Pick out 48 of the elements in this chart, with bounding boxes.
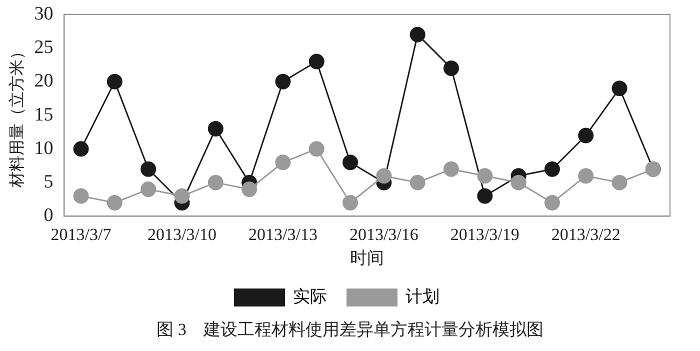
x-tick-label: 2013/3/16: [349, 224, 418, 244]
point: [544, 194, 560, 210]
point: [208, 174, 224, 190]
point: [410, 174, 426, 190]
point: [443, 60, 459, 76]
legend-label: 实际: [293, 286, 327, 306]
y-axis-title: 材料用量（立方米）: [8, 43, 26, 188]
point: [578, 128, 594, 144]
point: [308, 54, 324, 70]
point: [410, 26, 426, 42]
point: [73, 141, 89, 157]
y-tick-label: 5: [44, 172, 54, 193]
point: [342, 194, 358, 210]
point: [140, 182, 156, 198]
point: [106, 74, 122, 90]
point: [578, 168, 594, 184]
x-tick-label: 2013/3/7: [50, 224, 112, 244]
point: [477, 168, 493, 184]
point: [140, 161, 156, 177]
point: [342, 154, 358, 170]
x-axis-title: 时间: [350, 248, 384, 268]
x-tick-label: 2013/3/10: [148, 224, 216, 244]
point: [106, 194, 122, 210]
point: [477, 188, 493, 204]
point: [208, 121, 224, 137]
legend-label: 计划: [406, 286, 440, 306]
point: [275, 74, 291, 90]
point: [612, 80, 628, 96]
x-tick-label: 2013/3/19: [450, 224, 520, 244]
x-tick-label: 2013/3/13: [248, 224, 318, 244]
point: [443, 161, 459, 177]
point: [174, 188, 190, 204]
point: [510, 174, 526, 190]
point: [544, 161, 560, 177]
x-tick-label: 2013/3/22: [551, 224, 620, 244]
y-tick-label: 15: [34, 104, 54, 126]
point: [73, 188, 89, 204]
point: [612, 174, 628, 190]
y-tick-label: 25: [34, 37, 54, 58]
y-tick-label: 30: [34, 3, 54, 24]
point: [376, 168, 392, 184]
point: [242, 182, 258, 198]
caption: 图 3 建设工程材料使用差异单方程计量分析模拟图: [156, 319, 544, 341]
y-tick-label: 10: [34, 138, 54, 159]
point: [275, 154, 291, 170]
point: [308, 141, 324, 157]
y-tick-label: 20: [34, 70, 54, 92]
y-tick-label: 0: [44, 205, 54, 226]
